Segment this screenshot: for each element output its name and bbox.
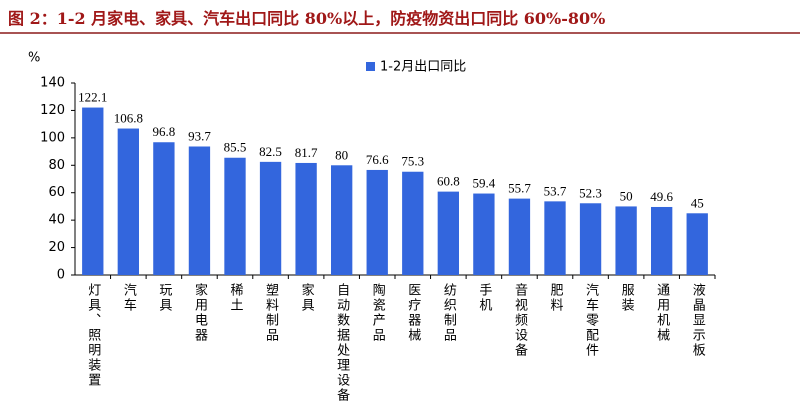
- x-tick-label: 灯具、照明装置: [85, 283, 101, 388]
- bar: [153, 142, 175, 275]
- x-tick-label: 服装: [619, 283, 635, 313]
- value-label: 59.4: [473, 176, 496, 191]
- bar: [366, 169, 388, 275]
- bar: [473, 193, 495, 275]
- x-tick-label: 家用电器: [192, 282, 208, 343]
- value-label: 81.7: [295, 145, 318, 160]
- y-tick-label: 60: [48, 185, 65, 200]
- value-label: 50: [620, 188, 633, 203]
- bar: [331, 165, 353, 275]
- y-axis-label: %: [28, 51, 40, 66]
- x-tick-label: 汽车零配件: [583, 283, 599, 358]
- bar: [117, 128, 139, 275]
- bar: [651, 206, 673, 275]
- y-tick-label: 80: [48, 158, 65, 173]
- value-label: 85.5: [224, 140, 247, 155]
- value-label: 49.6: [650, 189, 673, 204]
- x-tick-label: 医疗器械: [405, 283, 421, 343]
- value-label: 75.3: [401, 154, 424, 169]
- bar: [295, 162, 317, 275]
- y-tick-label: 120: [40, 103, 65, 118]
- bar: [259, 161, 282, 275]
- bar: [402, 171, 424, 275]
- y-tick-label: 140: [40, 76, 65, 91]
- x-tick-label: 肥料: [548, 283, 564, 313]
- bar: [224, 157, 246, 275]
- bar: [82, 107, 104, 275]
- bar: [188, 146, 211, 275]
- y-tick-label: 100: [40, 130, 65, 145]
- y-tick-label: 0: [57, 268, 65, 283]
- chart-title: 图 2：1-2 月家电、家具、汽车出口同比 80%以上，防疫物资出口同比 60%…: [8, 9, 605, 28]
- legend-label: 1-2月出口同比: [380, 60, 466, 75]
- value-label: 106.8: [114, 111, 143, 126]
- y-tick-label: 20: [48, 240, 65, 255]
- value-label: 52.3: [579, 185, 602, 200]
- x-tick-label: 陶瓷产品: [370, 282, 386, 343]
- x-tick-label: 自动数据处理设备: [334, 283, 350, 403]
- value-label: 93.7: [188, 128, 211, 143]
- bar: [615, 206, 637, 275]
- x-tick-label: 通用机械: [654, 283, 670, 343]
- y-tick-label: 40: [48, 213, 65, 228]
- bar: [544, 201, 566, 275]
- value-label: 122.1: [78, 90, 107, 105]
- x-tick-label: 纺织制品: [441, 283, 457, 343]
- x-tick-label: 稀土: [228, 283, 244, 313]
- x-tick-label: 塑料制品: [263, 283, 279, 343]
- bar: [579, 203, 602, 275]
- value-label: 45: [691, 195, 704, 210]
- bar: [508, 198, 531, 275]
- bar: [437, 191, 459, 275]
- value-label: 82.5: [259, 144, 282, 159]
- x-tick-label: 家具: [299, 282, 315, 313]
- value-label: 80: [335, 147, 348, 162]
- bar: [686, 213, 708, 275]
- x-tick-label: 手机: [476, 283, 492, 313]
- legend-swatch: [366, 62, 375, 71]
- value-label: 55.7: [508, 181, 531, 196]
- x-tick-label: 玩具: [156, 283, 172, 313]
- x-tick-label: 音视频设备: [512, 282, 528, 358]
- value-label: 96.8: [153, 124, 176, 139]
- value-label: 60.8: [437, 174, 460, 189]
- value-label: 76.6: [366, 152, 389, 167]
- value-label: 53.7: [544, 183, 567, 198]
- x-tick-label: 液晶显示板: [690, 283, 706, 358]
- x-tick-label: 汽车: [121, 283, 137, 313]
